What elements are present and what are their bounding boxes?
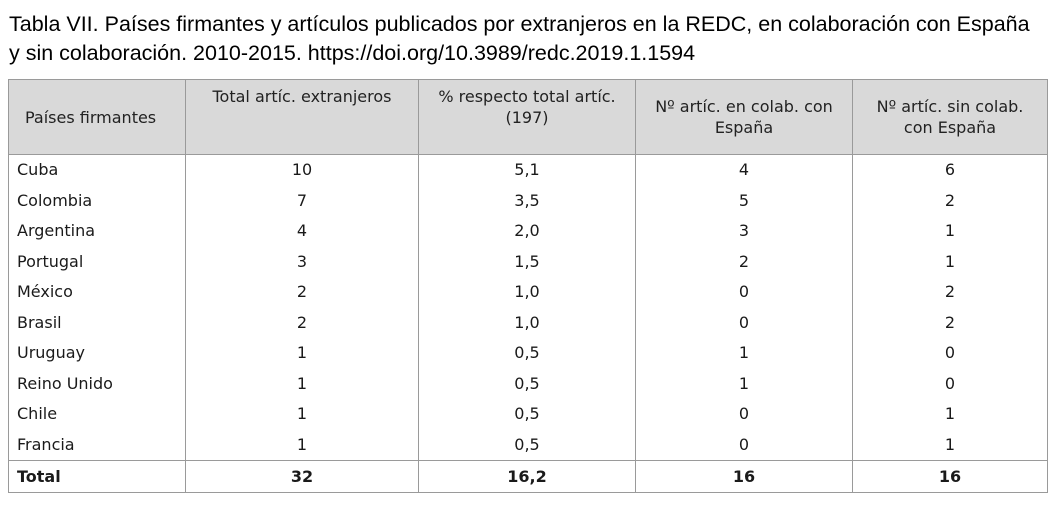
cell-colab: 1 bbox=[635, 338, 853, 369]
cell-sin-colab: 0 bbox=[852, 368, 1048, 399]
table-row: Brasil 2 1,0 0 2 bbox=[8, 307, 1048, 338]
cell-total: 1 bbox=[185, 429, 419, 461]
cell-total: 7 bbox=[185, 185, 419, 216]
header-total-artic-extranjeros: Total artíc. extranjeros bbox=[185, 79, 419, 155]
cell-total: 1 bbox=[185, 399, 419, 430]
cell-pct: 2,0 bbox=[418, 216, 636, 247]
cell-sin-colab: 2 bbox=[852, 185, 1048, 216]
table-row: Colombia 7 3,5 5 2 bbox=[8, 185, 1048, 216]
cell-country: Colombia bbox=[8, 185, 186, 216]
table-total-row: Total 32 16,2 16 16 bbox=[8, 460, 1048, 493]
table-row: Chile 1 0,5 0 1 bbox=[8, 399, 1048, 430]
cell-sin-colab: 1 bbox=[852, 429, 1048, 461]
cell-total: 1 bbox=[185, 338, 419, 369]
cell-colab: 5 bbox=[635, 185, 853, 216]
cell-sin-colab: 2 bbox=[852, 277, 1048, 308]
cell-pct: 0,5 bbox=[418, 338, 636, 369]
table-row: Uruguay 1 0,5 1 0 bbox=[8, 338, 1048, 369]
countries-table: Países firmantes Total artíc. extranjero… bbox=[8, 79, 1048, 493]
cell-country: México bbox=[8, 277, 186, 308]
cell-total: 1 bbox=[185, 368, 419, 399]
cell-total: 2 bbox=[185, 277, 419, 308]
total-sin-colab: 16 bbox=[852, 460, 1048, 493]
table-row: Reino Unido 1 0,5 1 0 bbox=[8, 368, 1048, 399]
table-row: México 2 1,0 0 2 bbox=[8, 277, 1048, 308]
table-row: Francia 1 0,5 0 1 bbox=[8, 429, 1048, 461]
cell-total: 4 bbox=[185, 216, 419, 247]
cell-sin-colab: 0 bbox=[852, 338, 1048, 369]
total-label: Total bbox=[8, 460, 186, 493]
table-row: Argentina 4 2,0 3 1 bbox=[8, 216, 1048, 247]
table-row: Portugal 3 1,5 2 1 bbox=[8, 246, 1048, 277]
cell-country: Francia bbox=[8, 429, 186, 461]
header-sin-colab-espana: Nº artíc. sin colab. con España bbox=[852, 79, 1048, 155]
caption-line-2: y sin colaboración. 2010-2015. https://d… bbox=[9, 41, 696, 65]
cell-colab: 0 bbox=[635, 277, 853, 308]
cell-country: Argentina bbox=[8, 216, 186, 247]
cell-country: Chile bbox=[8, 399, 186, 430]
total-pct: 16,2 bbox=[418, 460, 636, 493]
cell-colab: 0 bbox=[635, 399, 853, 430]
cell-total: 3 bbox=[185, 246, 419, 277]
cell-pct: 0,5 bbox=[418, 368, 636, 399]
cell-sin-colab: 1 bbox=[852, 246, 1048, 277]
cell-pct: 1,0 bbox=[418, 277, 636, 308]
header-porcentaje-total: % respecto total artíc. (197) bbox=[418, 79, 636, 155]
total-colab: 16 bbox=[635, 460, 853, 493]
table-row: Cuba 10 5,1 4 6 bbox=[8, 154, 1048, 186]
table-caption: Tabla VII. Países firmantes y artículos … bbox=[9, 10, 1049, 68]
cell-colab: 0 bbox=[635, 429, 853, 461]
cell-country: Brasil bbox=[8, 307, 186, 338]
cell-sin-colab: 6 bbox=[852, 154, 1048, 186]
cell-pct: 1,5 bbox=[418, 246, 636, 277]
header-paises-firmantes: Países firmantes bbox=[8, 79, 186, 155]
table-header-row: Países firmantes Total artíc. extranjero… bbox=[8, 79, 1048, 155]
cell-sin-colab: 1 bbox=[852, 216, 1048, 247]
cell-pct: 5,1 bbox=[418, 154, 636, 186]
cell-colab: 1 bbox=[635, 368, 853, 399]
cell-sin-colab: 1 bbox=[852, 399, 1048, 430]
cell-colab: 2 bbox=[635, 246, 853, 277]
cell-pct: 1,0 bbox=[418, 307, 636, 338]
cell-country: Portugal bbox=[8, 246, 186, 277]
cell-colab: 0 bbox=[635, 307, 853, 338]
cell-pct: 0,5 bbox=[418, 399, 636, 430]
caption-line-1: Tabla VII. Países firmantes y artículos … bbox=[9, 12, 1030, 36]
cell-pct: 3,5 bbox=[418, 185, 636, 216]
cell-country: Cuba bbox=[8, 154, 186, 186]
cell-colab: 3 bbox=[635, 216, 853, 247]
total-total: 32 bbox=[185, 460, 419, 493]
cell-total: 2 bbox=[185, 307, 419, 338]
cell-pct: 0,5 bbox=[418, 429, 636, 461]
header-colab-espana: Nº artíc. en colab. con España bbox=[635, 79, 853, 155]
cell-country: Reino Unido bbox=[8, 368, 186, 399]
cell-colab: 4 bbox=[635, 154, 853, 186]
cell-total: 10 bbox=[185, 154, 419, 186]
cell-sin-colab: 2 bbox=[852, 307, 1048, 338]
cell-country: Uruguay bbox=[8, 338, 186, 369]
